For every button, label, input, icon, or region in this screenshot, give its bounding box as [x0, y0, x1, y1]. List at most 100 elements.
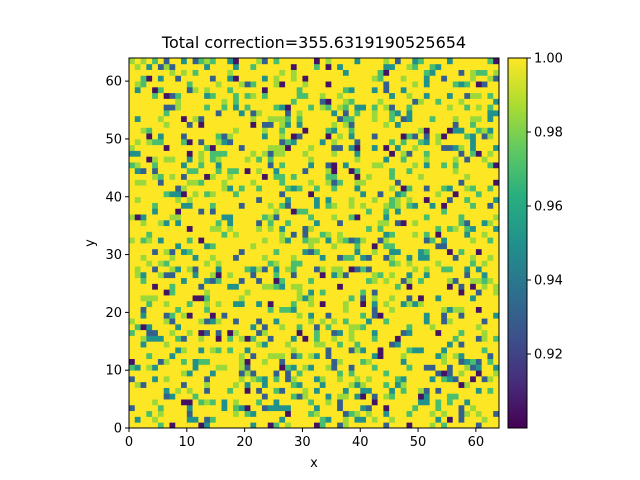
heatmap-cell — [331, 260, 338, 267]
heatmap-cell — [152, 271, 159, 279]
y-tick-label: 50 — [105, 132, 122, 147]
heatmap-cell — [134, 98, 141, 105]
heatmap-cell — [163, 375, 170, 383]
heatmap-cell — [256, 248, 263, 255]
heatmap-cell — [325, 375, 332, 383]
heatmap-cell — [285, 300, 292, 307]
heatmap-cell — [435, 86, 442, 94]
heatmap-cell — [250, 416, 257, 423]
heatmap-cell — [314, 358, 321, 365]
heatmap-cell — [267, 335, 274, 342]
heatmap-cell — [233, 300, 240, 307]
heatmap-cell — [215, 81, 222, 88]
heatmap-cell — [221, 335, 228, 342]
heatmap-cell — [366, 329, 373, 336]
heatmap-cell — [290, 127, 298, 134]
heatmap-cell — [371, 185, 378, 192]
heatmap-cell — [337, 295, 344, 302]
heatmap-cell — [354, 69, 361, 76]
heatmap-cell — [348, 381, 355, 388]
heatmap-cell — [163, 289, 170, 296]
heatmap-cell — [475, 150, 483, 157]
heatmap-cell — [175, 167, 182, 175]
heatmap-cell — [464, 144, 471, 151]
x-tick-label: 0 — [125, 435, 133, 450]
heatmap-cell — [446, 202, 454, 209]
heatmap-cell — [209, 277, 217, 284]
heatmap-cell — [418, 295, 425, 302]
heatmap-cell — [302, 144, 309, 151]
heatmap-cell — [452, 63, 459, 70]
heatmap-cell — [418, 58, 425, 65]
heatmap-cell — [452, 399, 459, 406]
heatmap-cell — [487, 295, 494, 302]
heatmap-cell — [493, 196, 500, 203]
heatmap-cell — [441, 364, 448, 371]
heatmap-cell — [342, 127, 350, 134]
heatmap-cell — [244, 98, 251, 105]
heatmap-cell — [314, 162, 321, 169]
heatmap-cell — [423, 254, 431, 261]
heatmap-cell — [337, 127, 344, 134]
heatmap-cell — [157, 173, 165, 180]
heatmap-cell — [470, 162, 477, 169]
heatmap-cell — [348, 179, 355, 186]
heatmap-cell — [140, 214, 147, 221]
heatmap-cell — [290, 150, 298, 157]
heatmap-cell — [446, 243, 454, 250]
heatmap-cell — [418, 335, 425, 342]
heatmap-cell — [481, 121, 488, 128]
heatmap-cell — [377, 399, 384, 406]
heatmap-cell — [319, 219, 326, 227]
heatmap-cell — [163, 347, 170, 354]
heatmap-cell — [157, 225, 165, 232]
heatmap-cell — [175, 254, 182, 261]
heatmap-cell — [354, 393, 361, 400]
heatmap-cell — [285, 121, 292, 128]
heatmap-cell — [429, 254, 436, 261]
heatmap-cell — [412, 127, 419, 134]
heatmap-cell — [354, 75, 361, 82]
heatmap-cell — [481, 341, 488, 348]
heatmap-cell — [152, 237, 159, 244]
heatmap-cell — [348, 202, 355, 209]
heatmap-cell — [227, 225, 234, 232]
heatmap-cell — [233, 92, 240, 99]
heatmap-cell — [244, 254, 251, 261]
heatmap-cell — [481, 208, 488, 215]
heatmap-cell — [452, 190, 459, 198]
heatmap-cell — [418, 271, 425, 279]
heatmap-cell — [308, 416, 315, 423]
heatmap-cell — [163, 306, 170, 313]
heatmap-cell — [475, 86, 483, 94]
heatmap-cell — [273, 393, 280, 400]
heatmap-cell — [400, 190, 407, 198]
heatmap-cell — [146, 190, 153, 198]
heatmap-cell — [481, 254, 488, 261]
heatmap-cell — [244, 387, 251, 394]
heatmap-cell — [342, 69, 350, 76]
heatmap-cell — [452, 393, 459, 400]
heatmap-cell — [198, 162, 205, 169]
heatmap-cell — [452, 237, 459, 244]
heatmap-cell — [175, 138, 182, 146]
heatmap-cell — [227, 208, 234, 215]
heatmap-cell — [400, 329, 407, 336]
heatmap-cell — [221, 243, 228, 250]
heatmap-cell — [250, 98, 257, 105]
heatmap-cell — [285, 404, 292, 412]
heatmap-cell — [331, 277, 338, 284]
heatmap-cell — [342, 312, 350, 319]
heatmap-cell — [192, 231, 199, 238]
heatmap-cell — [129, 358, 136, 365]
heatmap-cell — [244, 196, 251, 203]
heatmap-cell — [302, 266, 309, 273]
heatmap-cell — [308, 127, 315, 134]
heatmap-cell — [441, 416, 448, 423]
heatmap-cell — [348, 416, 355, 423]
heatmap-cell — [157, 329, 165, 336]
heatmap-cell — [354, 375, 361, 383]
heatmap-cell — [464, 214, 471, 221]
heatmap-cell — [325, 266, 332, 273]
heatmap-cell — [140, 370, 147, 377]
